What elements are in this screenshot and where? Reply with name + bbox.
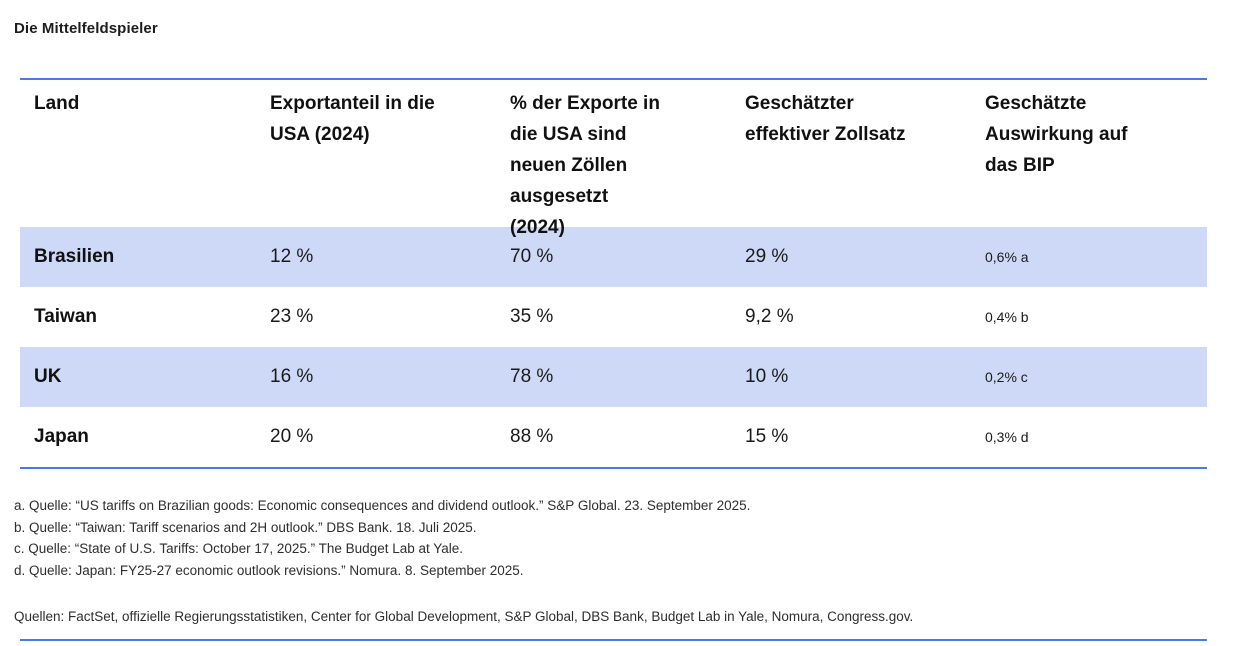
cell-country: UK xyxy=(34,366,62,387)
cell-effective-tariff: 10 % xyxy=(745,366,789,387)
cell-exports-exposed: 88 % xyxy=(510,426,554,447)
cell-effective-tariff: 29 % xyxy=(745,246,789,267)
column-header-land: Land xyxy=(34,93,80,114)
table-row-uk: UK 16 % 78 % 10 % 0,2% c xyxy=(20,347,1207,407)
table-row-brasilien: Brasilien 12 % 70 % 29 % 0,6% a xyxy=(20,227,1207,287)
column-header-effective-tariff: Geschätzter effektiver Zollsatz xyxy=(745,93,906,145)
column-header-gdp-impact: Geschätzte Auswirkung auf das BIP xyxy=(985,93,1128,176)
cell-export-share: 12 % xyxy=(270,246,314,267)
bottom-divider xyxy=(20,639,1207,641)
cell-gdp-impact: 0,6% a xyxy=(985,249,1029,265)
cell-export-share: 16 % xyxy=(270,366,314,387)
data-table: Land Exportanteil in die USA (2024) % de… xyxy=(20,78,1207,469)
cell-country: Japan xyxy=(34,426,89,447)
cell-gdp-impact: 0,4% b xyxy=(985,309,1029,325)
cell-gdp-impact: 0,2% c xyxy=(985,369,1028,385)
footnote-c: c. Quelle: “State of U.S. Tariffs: Octob… xyxy=(14,541,464,557)
cell-country: Brasilien xyxy=(34,246,115,267)
cell-effective-tariff: 15 % xyxy=(745,426,789,447)
column-header-export-share: Exportanteil in die USA (2024) xyxy=(270,93,435,145)
cell-effective-tariff: 9,2 % xyxy=(745,306,794,327)
cell-exports-exposed: 70 % xyxy=(510,246,554,267)
cell-export-share: 23 % xyxy=(270,306,314,327)
cell-export-share: 20 % xyxy=(270,426,314,447)
column-header-exports-exposed: % der Exporte in die USA sind neuen Zöll… xyxy=(510,93,660,238)
page-title: Die Mittelfeldspieler xyxy=(14,20,158,37)
footnotes: a. Quelle: “US tariffs on Brazilian good… xyxy=(14,495,750,581)
footnote-b: b. Quelle: “Taiwan: Tariff scenarios and… xyxy=(14,519,477,535)
table-row-japan: Japan 20 % 88 % 15 % 0,3% d xyxy=(20,407,1207,467)
table-header-row: Land Exportanteil in die USA (2024) % de… xyxy=(20,78,1207,238)
table-row-taiwan: Taiwan 23 % 35 % 9,2 % 0,4% b xyxy=(20,287,1207,347)
sources-line: Quellen: FactSet, offizielle Regierungss… xyxy=(14,609,914,624)
footnote-d: d. Quelle: Japan: FY25-27 economic outlo… xyxy=(14,562,524,578)
footnote-a: a. Quelle: “US tariffs on Brazilian good… xyxy=(14,498,751,513)
cell-gdp-impact: 0,3% d xyxy=(985,429,1029,445)
cell-exports-exposed: 35 % xyxy=(510,306,554,327)
cell-country: Taiwan xyxy=(34,306,97,327)
table-body: Brasilien 12 % 70 % 29 % 0,6% a Taiwan 2… xyxy=(20,227,1207,469)
cell-exports-exposed: 78 % xyxy=(510,366,554,387)
